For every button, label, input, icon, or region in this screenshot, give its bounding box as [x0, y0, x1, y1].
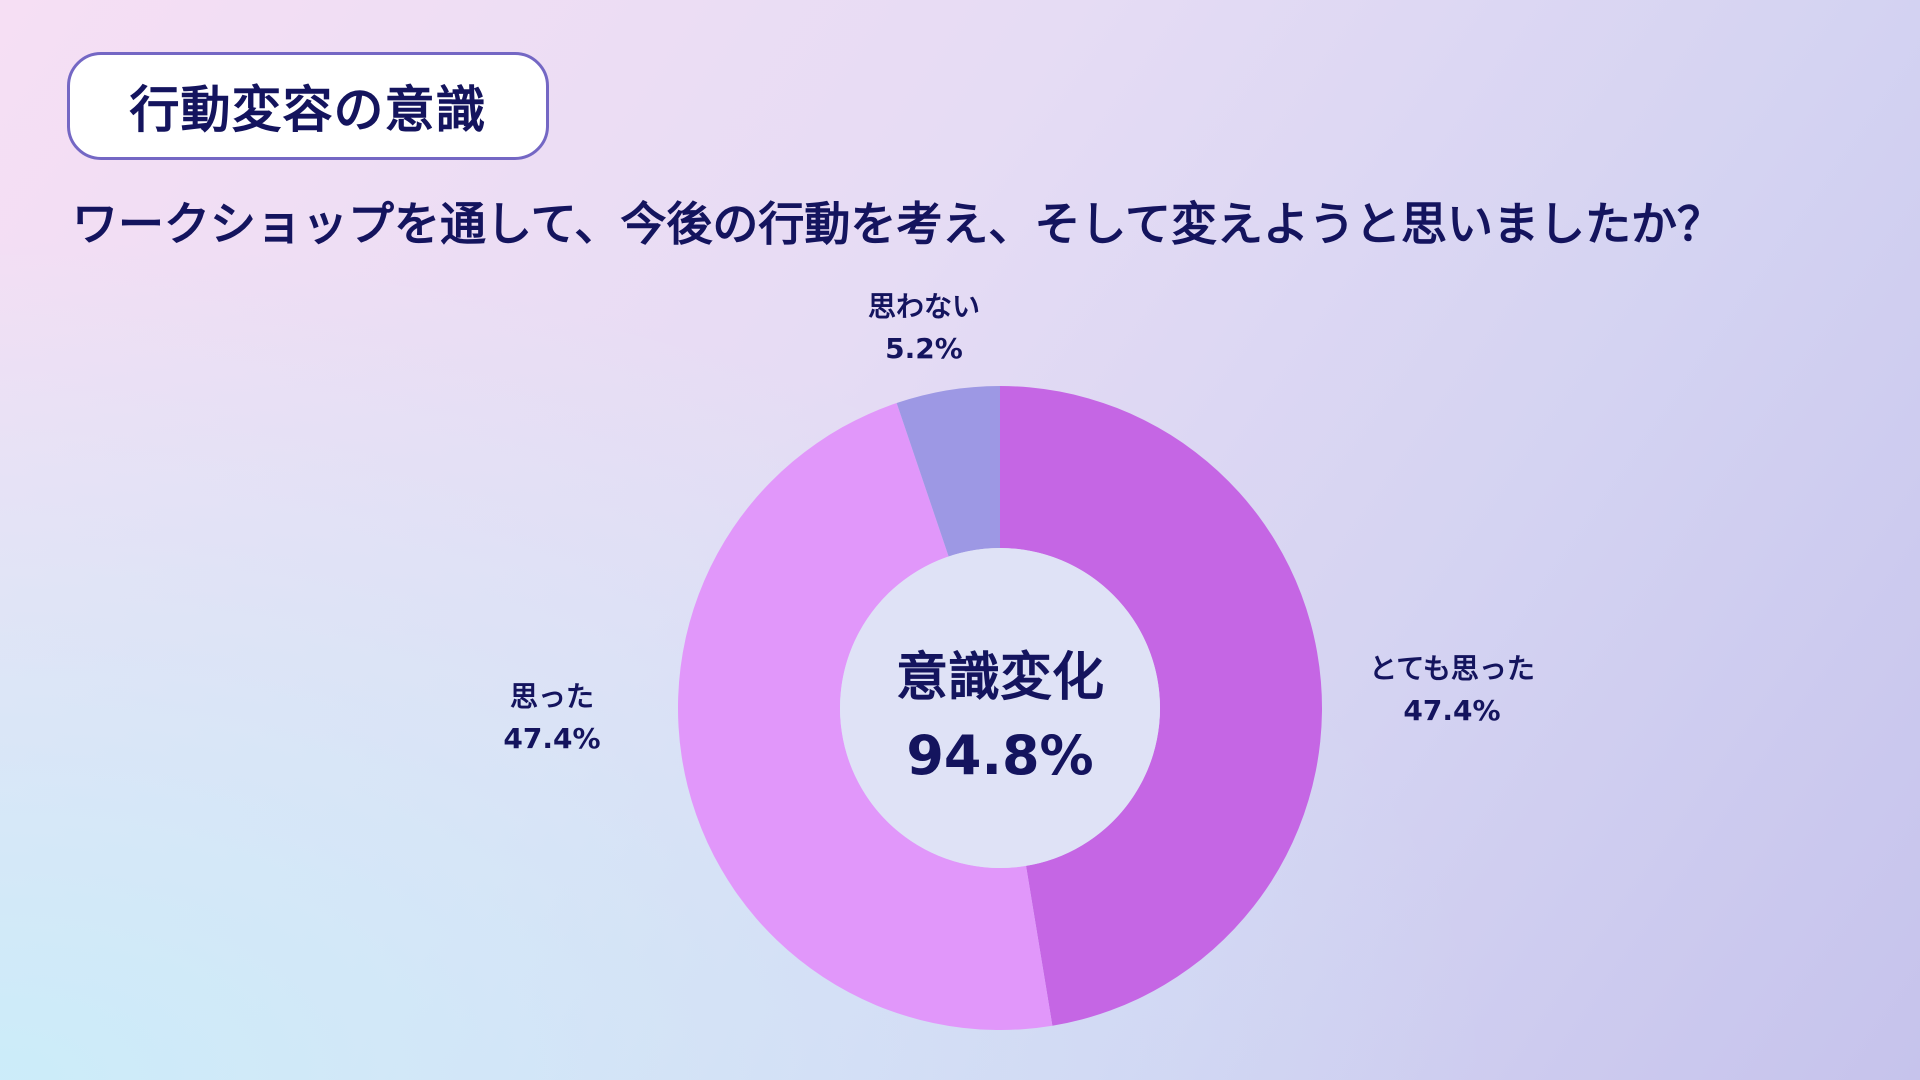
donut-slice-somewhat	[677, 403, 1053, 1031]
donut-slice-no	[896, 386, 1000, 557]
slice-label-somewhat: 思った 47.4%	[503, 676, 600, 760]
slice-label-no-value: 5.2%	[885, 332, 963, 365]
donut-center-value: 94.8%	[906, 724, 1094, 787]
slice-label-no-name: 思わない	[867, 290, 981, 323]
slice-label-very-much: とても思った 47.4%	[1369, 648, 1535, 732]
donut-center-label: 意識変化 94.8%	[896, 640, 1104, 796]
slice-label-somewhat-name: 思った	[509, 680, 595, 713]
survey-question: ワークショップを通して、今後の行動を考え、そして変えようと思いましたか？	[72, 197, 1723, 251]
donut-center-title: 意識変化	[895, 648, 1105, 708]
donut-hole	[840, 548, 1160, 868]
slice-label-somewhat-value: 47.4%	[503, 722, 601, 755]
slice-label-no: 思わない 5.2%	[868, 286, 980, 370]
slice-label-very-much-value: 47.4%	[1403, 694, 1501, 727]
donut-slice-very-much	[1000, 385, 1323, 1026]
slice-label-very-much-name: とても思った	[1369, 652, 1535, 685]
title-badge: 行動変容の意識	[67, 52, 549, 160]
title-badge-text: 行動変容の意識	[129, 81, 487, 139]
